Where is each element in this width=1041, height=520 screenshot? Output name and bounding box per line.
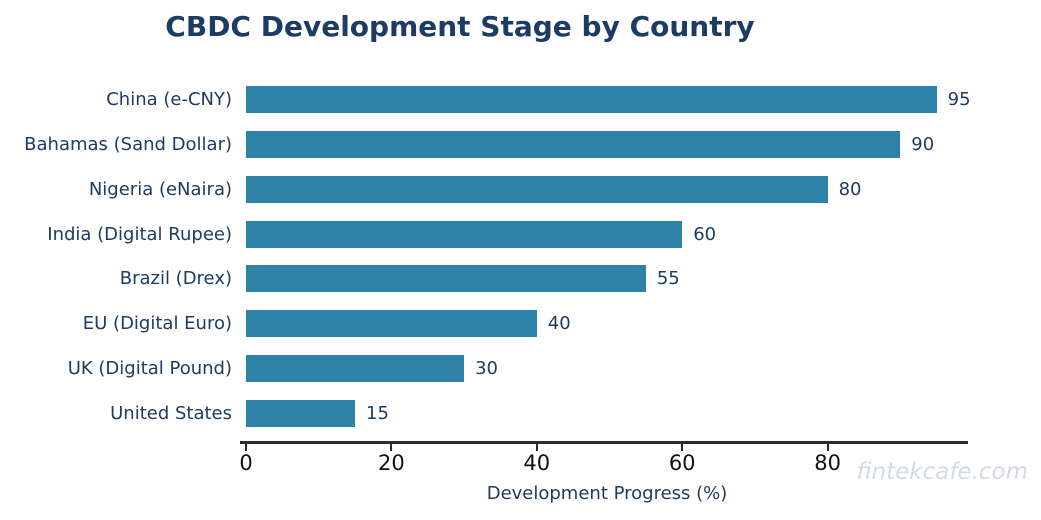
value-label: 30 — [475, 358, 498, 380]
category-label: Nigeria (eNaira) — [88, 178, 232, 200]
value-label: 15 — [366, 403, 389, 425]
bar — [246, 130, 901, 158]
x-axis-tick-label: 80 — [814, 451, 841, 475]
value-label: 60 — [693, 223, 717, 245]
category-label: Bahamas (Sand Dollar) — [24, 133, 232, 155]
bar — [246, 86, 937, 113]
category-label: EU (Digital Euro) — [82, 313, 232, 335]
bar — [246, 175, 828, 203]
bar — [246, 355, 465, 383]
x-axis-tick — [390, 444, 393, 451]
value-label: 95 — [947, 89, 971, 110]
x-axis-tick — [535, 444, 538, 451]
category-label: United States — [110, 403, 232, 425]
x-axis-tick-label: 40 — [523, 451, 551, 475]
x-axis-tick-label: 60 — [668, 451, 696, 475]
x-axis-line — [240, 441, 968, 444]
x-axis-tick — [826, 444, 829, 451]
value-label: 90 — [911, 133, 935, 155]
bar — [246, 400, 356, 428]
watermark: fintekcafe.com — [856, 459, 1028, 485]
x-axis-tick-label: 20 — [378, 451, 405, 475]
x-axis-tick — [681, 444, 684, 451]
chart-title: CBDC Development Stage by Country — [165, 10, 755, 43]
bar — [246, 310, 537, 338]
x-axis-tick — [245, 444, 247, 451]
x-axis-tick-label: 0 — [239, 451, 253, 475]
bar — [246, 265, 646, 293]
value-label: 80 — [838, 178, 862, 200]
x-axis-title: Development Progress (%) — [486, 483, 728, 504]
category-label: Brazil (Drex) — [119, 268, 232, 290]
category-label: UK (Digital Pound) — [67, 358, 232, 380]
category-label: India (Digital Rupee) — [47, 223, 232, 245]
bar — [246, 220, 683, 248]
category-label: China (e-CNY) — [106, 89, 232, 110]
value-label: 40 — [547, 313, 571, 335]
value-label: 55 — [656, 268, 680, 290]
